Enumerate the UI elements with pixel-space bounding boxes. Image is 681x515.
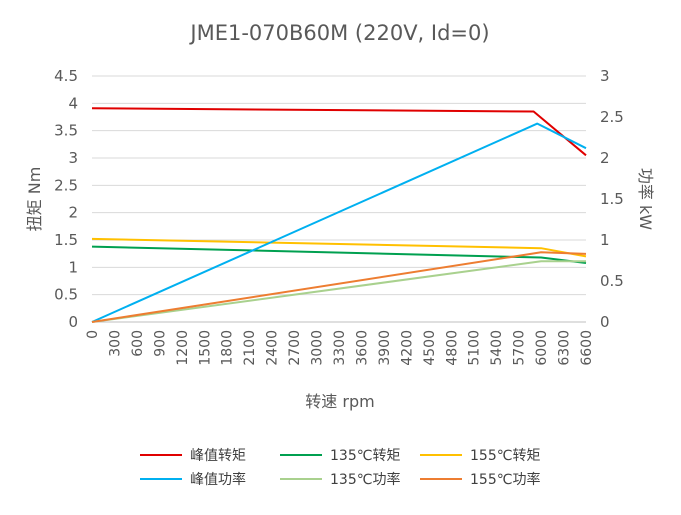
legend-label: 峰值功率 [190, 472, 246, 488]
x-tick-label: 3900 [377, 330, 393, 366]
y-right-tick-label: 1.5 [600, 190, 624, 208]
legend-item: 155℃功率 [420, 469, 560, 489]
x-tick-label: 6000 [534, 330, 550, 366]
series-layer [91, 107, 587, 323]
y-left-tick-label: 4 [68, 94, 78, 112]
x-tick-label: 2400 [265, 330, 281, 366]
legend-swatch [280, 478, 322, 480]
series-line-5 [91, 260, 586, 323]
y-left-axis-label: 扭矩 Nm [25, 167, 44, 232]
legend-label: 135℃转矩 [330, 448, 401, 464]
x-tick-label: 600 [130, 330, 146, 357]
legend-swatch [140, 478, 182, 480]
x-tick-label: 0 [85, 330, 101, 339]
legend-item: 峰值转矩 [140, 445, 280, 465]
y-right-tick-label: 1 [600, 231, 610, 249]
x-tick-label: 2100 [242, 330, 258, 366]
y-left-tick-label: 0.5 [54, 286, 78, 304]
y-left-tick-label: 3.5 [54, 122, 78, 140]
legend-label: 峰值转矩 [190, 448, 246, 464]
x-axis-label: 转速 rpm [305, 392, 374, 411]
x-tick-label: 5700 [512, 330, 528, 366]
x-tick-label: 1800 [220, 330, 236, 366]
legend-swatch [280, 454, 322, 456]
legend-label: 155℃转矩 [470, 448, 541, 464]
x-tick-label: 3000 [310, 330, 326, 366]
y-right-tick-label: 3 [600, 67, 610, 85]
x-tick-label: 1200 [175, 330, 191, 366]
y-left-tick-label: 1.5 [54, 231, 78, 249]
x-tick-label: 900 [152, 330, 168, 357]
series-line-4 [91, 122, 587, 323]
chart-title: JME1-070B60M (220V, Id=0) [188, 21, 489, 45]
x-tick-label: 4500 [422, 330, 438, 366]
y-right-tick-label: 0.5 [600, 272, 624, 290]
y-left-tick-label: 4.5 [54, 67, 78, 85]
x-tick-label: 300 [107, 330, 123, 357]
x-tick-label: 1500 [197, 330, 213, 366]
series-line-6 [91, 251, 587, 323]
legend: 峰值转矩 135℃转矩 155℃转矩峰值功率 135℃功率 155℃功率 [140, 443, 560, 491]
legend-item: 135℃功率 [280, 469, 420, 489]
x-tick-label: 6600 [579, 330, 595, 366]
x-tick-label: 3600 [354, 330, 370, 366]
y-left-tick-label: 2.5 [54, 176, 78, 194]
legend-row: 峰值转矩 135℃转矩 155℃转矩 [140, 443, 560, 467]
grid-layer [92, 75, 586, 323]
y-right-tick-label: 0 [600, 313, 610, 331]
series-line-1 [91, 107, 587, 157]
x-tick-label: 6300 [557, 330, 573, 366]
legend-row: 峰值功率 135℃功率 155℃功率 [140, 467, 560, 491]
axis-layer: 0 0.5 1 1.5 2 2.5 3 3.5 4 4.5 0 0.5 1 1.5 2 2.5 3 0 300 600… [54, 67, 624, 366]
x-tick-label: 3300 [332, 330, 348, 366]
x-tick-label: 5400 [489, 330, 505, 366]
series-line-2 [91, 245, 587, 264]
y-right-axis-label: 功率 kW [636, 168, 655, 230]
y-left-tick-label: 2 [68, 204, 78, 222]
y-right-tick-label: 2 [600, 149, 610, 167]
y-left-tick-label: 3 [68, 149, 78, 167]
x-tick-label: 5100 [467, 330, 483, 366]
x-tick-label: 4200 [399, 330, 415, 366]
x-tick-label: 2700 [287, 330, 303, 366]
legend-item: 峰值功率 [140, 469, 280, 489]
y-left-tick-label: 1 [68, 258, 78, 276]
legend-swatch [420, 454, 462, 456]
legend-label: 135℃功率 [330, 472, 401, 488]
y-right-tick-label: 2.5 [600, 108, 624, 126]
legend-swatch [140, 454, 182, 456]
y-left-tick-label: 0 [68, 313, 78, 331]
legend-label: 155℃功率 [470, 472, 541, 488]
legend-item: 155℃转矩 [420, 445, 560, 465]
x-tick-label: 4800 [444, 330, 460, 366]
legend-swatch [420, 478, 462, 480]
legend-item: 135℃转矩 [280, 445, 420, 465]
